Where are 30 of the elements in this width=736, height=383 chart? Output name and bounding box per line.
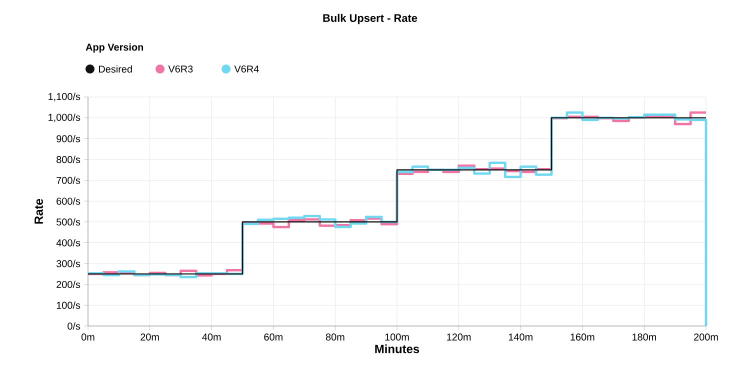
x-tick-label: 60m [264, 334, 282, 341]
x-tick-label: 40m [202, 334, 221, 341]
y-tick-label: 100/s [56, 302, 80, 309]
legend-label: V6R3 [168, 65, 193, 73]
y-tick-label: 1,100/s [48, 92, 80, 102]
y-tick-label: 900/s [56, 134, 80, 142]
y-tick-label: 700/s [56, 176, 80, 184]
x-tick-label: 200m [694, 334, 718, 341]
x-tick-label: 160m [570, 334, 594, 341]
y-tick-label: 1,000/s [48, 114, 80, 122]
x-axis-title: Minutes [375, 344, 420, 354]
y-tick-label: 200/s [56, 280, 80, 288]
legend-label: V6R4 [234, 65, 259, 73]
x-tick-label: 180m [632, 334, 656, 341]
chart-title: Bulk Upsert - Rate [323, 14, 418, 24]
x-tick-label: 100m [385, 334, 409, 341]
x-tick-label: 140m [508, 334, 532, 341]
y-tick-label: 300/s [56, 260, 80, 268]
y-axis-title: Rate [34, 198, 43, 224]
legend-label: Desired [99, 65, 132, 73]
legend-title: App Version [86, 43, 144, 53]
y-tick-label: 600/s [56, 197, 80, 205]
y-tick-label: 400/s [56, 239, 80, 246]
x-tick-label: 80m [326, 334, 344, 341]
y-tick-label: 0/s [68, 322, 80, 330]
y-tick-label: 800/s [56, 156, 80, 164]
x-tick-label: 120m [447, 334, 471, 341]
y-tick-label: 500/s [56, 218, 80, 226]
x-tick-label: 20m [140, 334, 159, 341]
x-tick-label: 0m [81, 334, 94, 341]
